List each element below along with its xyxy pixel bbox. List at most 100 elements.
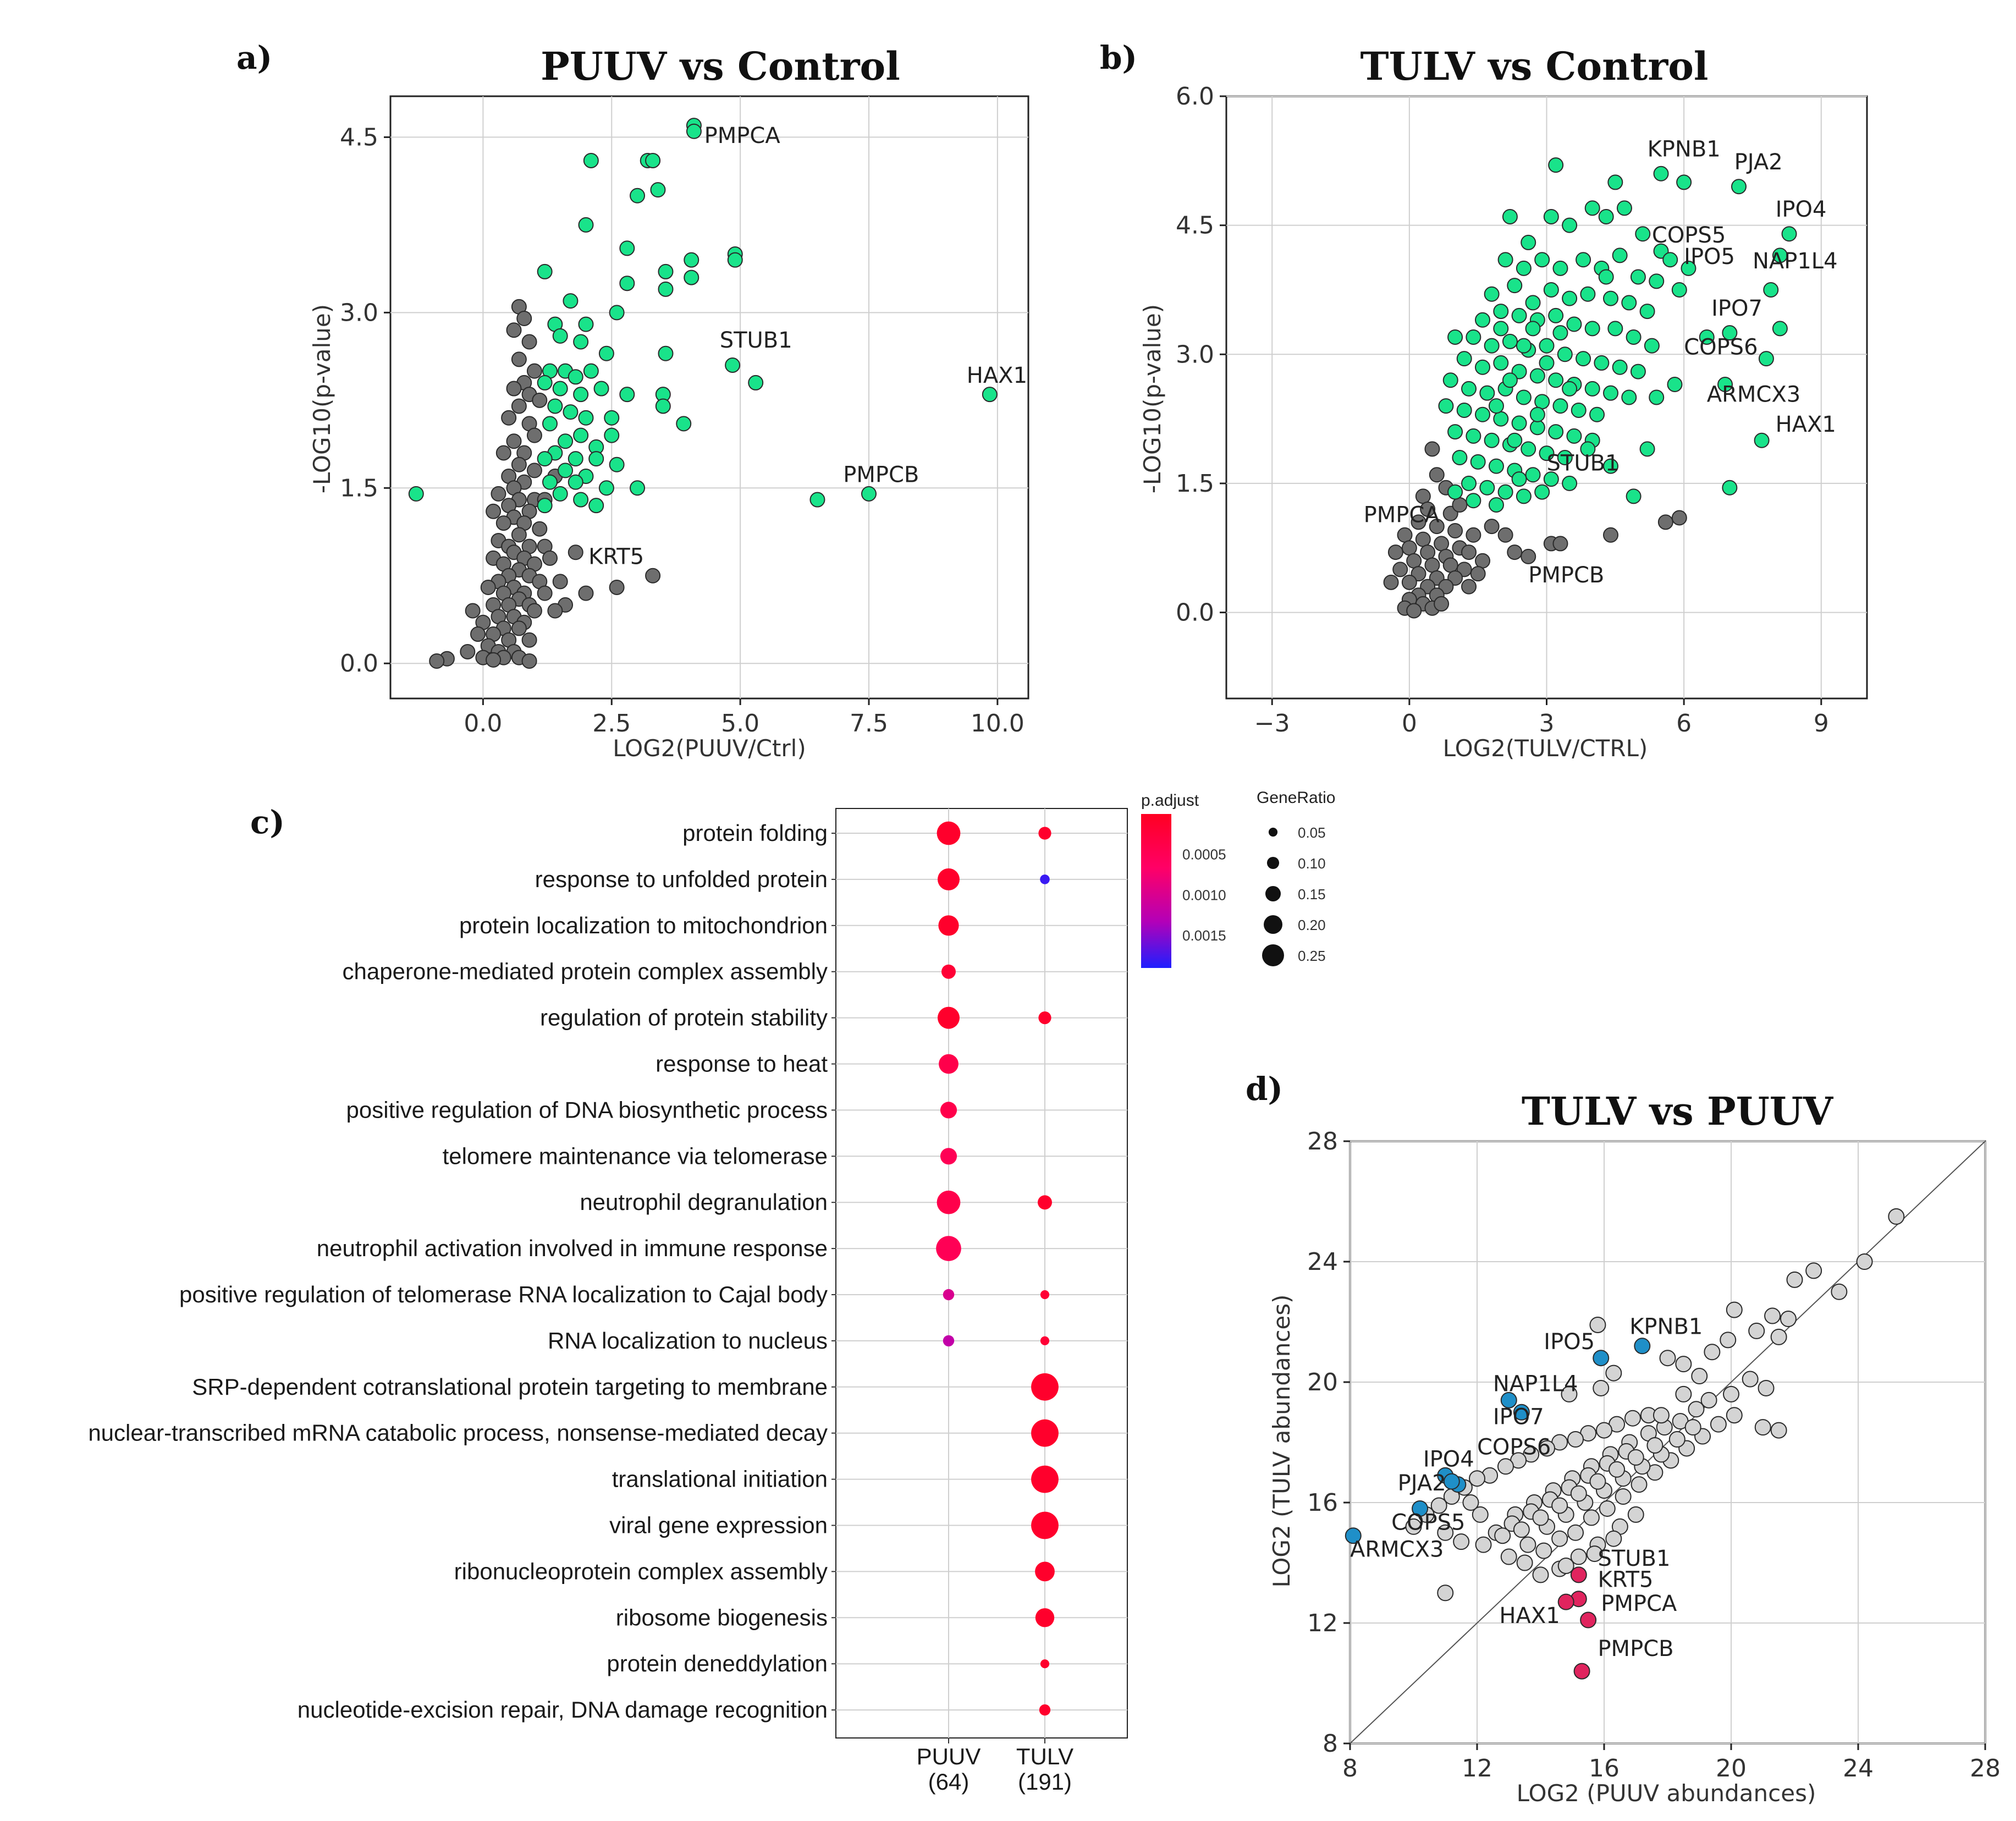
data-point [645, 568, 661, 584]
data-point [1539, 355, 1555, 371]
data-point [1675, 1385, 1692, 1402]
data-point [1754, 1419, 1771, 1436]
data-point [583, 152, 599, 168]
generatio-legend: GeneRatio 0.05 0.10 0.15 0.20 0.25 [1257, 789, 1335, 966]
data-point [1411, 514, 1426, 530]
data-point [1493, 411, 1509, 427]
data-point [1580, 441, 1596, 457]
chart-title: TULV vs PUUV [1522, 1088, 1834, 1134]
y-ticks: 0.0 1.5 3.0 4.5 [340, 123, 390, 678]
data-point [542, 474, 558, 490]
data-point [1612, 247, 1628, 263]
data-point [1500, 1548, 1517, 1565]
data-point [604, 427, 620, 443]
data-point [1461, 544, 1477, 560]
data-point [1668, 1431, 1685, 1448]
data-point [1562, 475, 1578, 491]
data-point [1470, 454, 1486, 470]
term-label: response to heat [656, 1051, 828, 1077]
x-tick-label: 10.0 [971, 709, 1024, 738]
y-tick-label: 16 [1307, 1489, 1338, 1517]
data-point [1548, 157, 1564, 173]
enrichment-dot [1035, 1561, 1055, 1582]
data-point [542, 416, 558, 432]
grid [390, 96, 1028, 698]
data-point [1488, 497, 1504, 513]
data-point [1615, 1488, 1632, 1505]
term-label: ribosome biogenesis [616, 1604, 828, 1630]
y-tick-label: 3.0 [1176, 340, 1214, 368]
padjust-tick-label: 0.0005 [1182, 846, 1226, 863]
data-point [1754, 432, 1770, 448]
data-point [563, 404, 579, 420]
data-point [1763, 282, 1779, 298]
data-point [552, 328, 568, 344]
annotations: KPNB1 IPO5 NAP1L4 IPO7 IPO4 COPS6 PJA2 COPS5ARM… [1350, 1314, 1703, 1662]
data-point [1639, 441, 1655, 457]
data-point [521, 632, 537, 648]
data-points [408, 118, 998, 669]
data-point [1497, 527, 1513, 543]
enrichment-dot [943, 1335, 955, 1347]
y-tick-label: 12 [1307, 1609, 1338, 1637]
data-point [655, 398, 671, 414]
data-point [526, 463, 542, 478]
panel-label-c: c) [250, 804, 285, 841]
padjust-legend-title: p.adjust [1141, 791, 1199, 810]
data-point [1571, 402, 1587, 418]
data-point [1626, 329, 1642, 345]
data-point [1657, 514, 1673, 530]
point-annotation: IPO7 [1493, 1405, 1544, 1430]
data-point [1443, 1473, 1460, 1490]
enrichment-dot [1031, 1511, 1059, 1539]
data-point [588, 498, 604, 514]
data-point [532, 392, 548, 408]
enrichment-dot [1035, 1608, 1055, 1627]
y-axis-label: LOG2 (TULV abundances) [1268, 1294, 1295, 1587]
data-point [568, 544, 583, 560]
data-point [1627, 1506, 1644, 1523]
data-point [1662, 252, 1678, 268]
point-annotation: STUB1 [1598, 1546, 1670, 1571]
data-point [1589, 1316, 1606, 1333]
data-point [558, 463, 574, 478]
data-point [1681, 260, 1696, 276]
data-point [568, 474, 583, 490]
panel-label-d: d) [1246, 1070, 1283, 1108]
data-point [1626, 488, 1642, 504]
x-tick-label: 0.0 [464, 709, 502, 738]
generatio-legend-label: 0.25 [1298, 948, 1326, 964]
generatio-legend-label: 0.15 [1298, 886, 1326, 903]
data-point [1420, 501, 1436, 517]
data-point [619, 240, 635, 256]
data-point [1484, 338, 1500, 354]
data-point [1434, 596, 1450, 612]
data-point [511, 527, 527, 543]
data-point [578, 585, 594, 601]
data-point [1516, 389, 1532, 405]
data-point [609, 305, 625, 321]
data-point [676, 416, 692, 432]
generatio-legend-items: 0.05 0.10 0.15 0.20 0.25 [1262, 824, 1326, 966]
data-point [1548, 424, 1564, 440]
data-point [547, 398, 563, 414]
data-point [1447, 484, 1463, 500]
data-point [495, 445, 511, 461]
data-point [1557, 1557, 1574, 1574]
data-point [1516, 1554, 1533, 1571]
data-point [460, 643, 476, 659]
enrichment-dot [1039, 1704, 1051, 1716]
data-point [1447, 424, 1463, 440]
data-point [1387, 544, 1403, 560]
data-point [506, 433, 522, 449]
data-point [552, 486, 568, 502]
data-point [495, 515, 511, 531]
term-label: ribonucleoprotein complex assembly [454, 1558, 828, 1584]
data-point [1586, 1545, 1603, 1563]
data-point [593, 381, 609, 397]
data-point [537, 451, 553, 467]
data-point [516, 310, 532, 326]
data-point [526, 603, 542, 619]
enrichment-dot [937, 821, 961, 845]
data-point [1589, 406, 1605, 422]
